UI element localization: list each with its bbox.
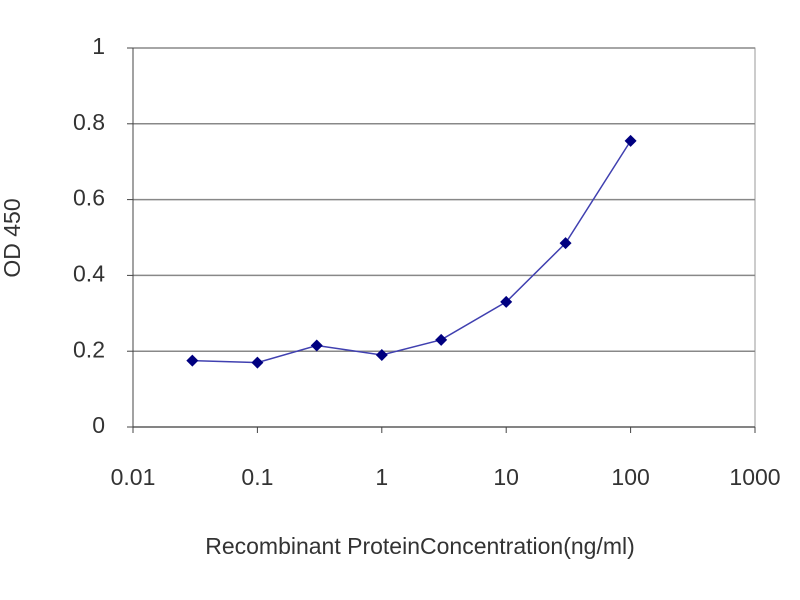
y-tick-label: 1 [92,33,105,59]
data-point [435,333,448,346]
data-point [310,339,323,352]
x-axis-label: Recombinant ProteinConcentration(ng/ml) [205,533,635,559]
data-point [251,356,264,369]
x-tick-label: 0.01 [111,464,156,490]
x-tick-label: 1000 [729,464,780,490]
y-tick-label: 0 [92,412,105,438]
y-tick-label: 0.8 [73,109,105,135]
x-tick-label: 100 [611,464,649,490]
y-tick-label: 0.4 [73,260,105,286]
data-line [192,140,632,364]
data-point [186,354,199,367]
y-tick-label: 0.2 [73,336,105,362]
data-point [559,237,572,250]
x-tick-label: 0.1 [241,464,273,490]
x-tick-label: 10 [493,464,519,490]
plot-area [132,47,756,428]
data-point [624,134,637,147]
data-point [500,295,513,308]
data-point [375,348,388,361]
x-tick-label: 1 [375,464,388,490]
y-tick-label: 0.6 [73,185,105,211]
y-axis-label: OD 450 [0,198,25,277]
